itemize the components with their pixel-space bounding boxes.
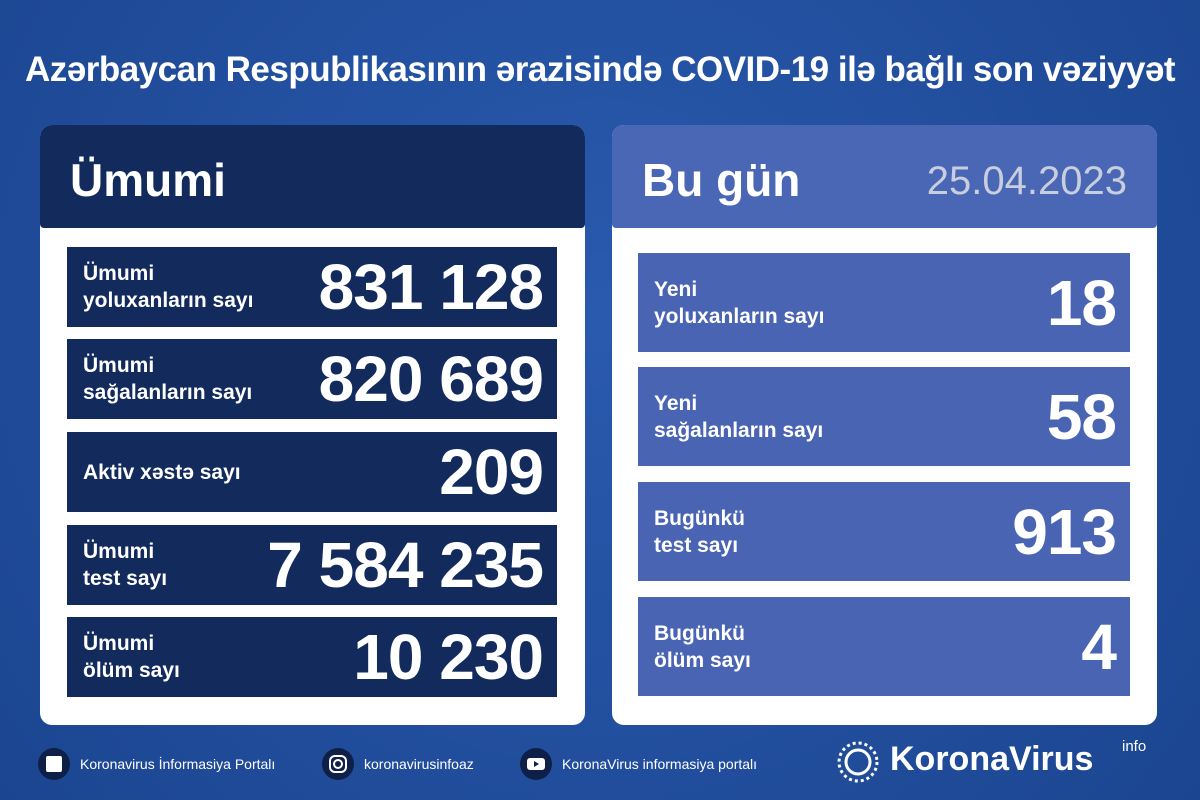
stat-label: Ümumi test sayı — [83, 538, 167, 592]
link-text: koronavirusinfoaz — [364, 756, 474, 772]
stat-row: Ümumi ölüm sayı 10 230 — [67, 617, 557, 697]
stat-value: 4 — [1081, 610, 1117, 683]
label-line: sağalanların sayı — [83, 381, 253, 404]
title: Azərbaycan Respublikasının ərazisində CO… — [24, 50, 1176, 89]
label-line: yoluxanların sayı — [83, 289, 254, 312]
stat-label: Yeni sağalanların sayı — [654, 390, 823, 444]
stat-row: Yeni sağalanların sayı 58 — [638, 367, 1130, 466]
stat-row: Yeni yoluxanların sayı 18 — [638, 253, 1130, 352]
today-title: Bu gün — [642, 154, 801, 206]
stat-row: Ümumi test sayı 7 584 235 — [67, 525, 557, 605]
logo-suffix: info — [1122, 738, 1147, 755]
total-panel: Ümumi Ümumi yoluxanların sayı 831 128 Ümumi… — [40, 125, 585, 725]
logo-icon — [837, 741, 879, 783]
stat-value: 10 230 — [353, 621, 544, 693]
today-panel: Bu gün 25.04.2023 Yeni yoluxanların sayı 1… — [612, 125, 1157, 725]
label-line: Bugünkü — [654, 506, 745, 530]
label-line: Bugünkü — [654, 621, 745, 645]
stat-row: Ümumi yoluxanların sayı 831 128 — [67, 247, 557, 327]
label-line: Yeni — [654, 391, 698, 415]
stat-label: Ümumi ölüm sayı — [83, 630, 180, 684]
label-line: Ümumi — [83, 540, 155, 563]
total-header: Ümumi — [40, 125, 585, 228]
stat-value: 18 — [1046, 266, 1117, 339]
stat-label: Ümumi yoluxanların sayı — [83, 260, 253, 314]
stat-row: Ümumi sağalanların sayı 820 689 — [67, 339, 557, 419]
stat-label: Aktiv xəstə sayı — [83, 459, 241, 486]
stat-value: 913 — [1012, 495, 1117, 568]
link-text: KoronaVirus informasiya portalı — [562, 756, 758, 772]
stat-value: 7 584 235 — [267, 529, 544, 601]
label-line: Yeni — [654, 277, 698, 301]
facebook-link[interactable]: Koronavirus İnformasiya Portalı — [38, 748, 275, 780]
youtube-link[interactable]: KoronaVirus informasiya portalı — [520, 748, 757, 780]
label-line: sağalanların sayı — [654, 418, 824, 442]
instagram-link[interactable]: koronavirusinfoaz — [322, 748, 474, 780]
label-line: ölüm sayı — [83, 659, 180, 682]
stat-value: 209 — [439, 436, 544, 508]
label-line: ölüm sayı — [654, 648, 751, 672]
total-title: Ümumi — [70, 154, 226, 206]
stat-value: 831 128 — [318, 251, 544, 323]
youtube-icon — [520, 748, 552, 780]
label-line: Ümumi — [83, 354, 155, 377]
label-line: Ümumi — [83, 632, 155, 655]
label-line: test sayı — [654, 533, 739, 557]
label-line: test sayı — [83, 567, 168, 590]
stat-label: Ümumi sağalanların sayı — [83, 352, 252, 406]
stat-row: Bugünkü ölüm sayı 4 — [638, 597, 1130, 696]
facebook-icon — [38, 748, 70, 780]
today-header: Bu gün 25.04.2023 — [612, 125, 1157, 228]
stat-label: Yeni yoluxanların sayı — [654, 276, 824, 330]
label-line: yoluxanların sayı — [654, 304, 825, 328]
stat-value: 58 — [1046, 380, 1117, 453]
stat-label: Bugünkü ölüm sayı — [654, 620, 751, 674]
instagram-icon — [322, 748, 354, 780]
label-line: Aktiv xəstə sayı — [83, 460, 241, 484]
date: 25.04.2023 — [926, 159, 1127, 203]
stat-row: Bugünkü test sayı 913 — [638, 482, 1130, 581]
stat-value: 820 689 — [318, 343, 544, 415]
stat-label: Bugünkü test sayı — [654, 505, 745, 559]
stat-row: Aktiv xəstə sayı 209 — [67, 432, 557, 512]
label-line: Ümumi — [83, 262, 155, 285]
link-text: Koronavirus İnformasiya Portalı — [80, 756, 276, 772]
logo: KoronaVirus — [890, 740, 1094, 778]
